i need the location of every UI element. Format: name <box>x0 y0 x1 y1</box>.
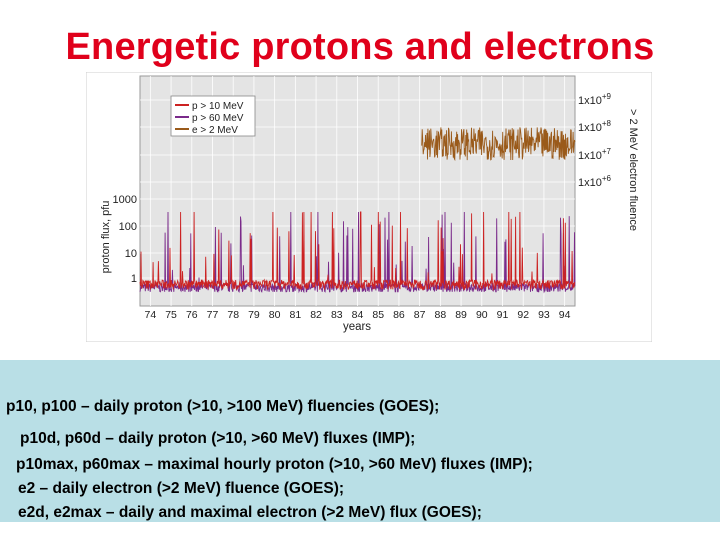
x-tick-label: 82 <box>310 309 322 321</box>
x-tick-label: 80 <box>269 309 281 321</box>
x-tick-label: 92 <box>517 309 529 321</box>
x-tick-label: 88 <box>435 309 447 321</box>
y2-tick-label: 1x10+8 <box>578 119 612 134</box>
series-line-p10 <box>139 211 576 292</box>
y-tick-label: 100 <box>119 221 137 233</box>
x-tick-label: 83 <box>331 309 343 321</box>
slide-title: Energetic protons and electrons <box>65 26 655 68</box>
x-tick-label: 89 <box>455 309 467 321</box>
y-tick-label: 1 <box>131 273 137 285</box>
x-tick-label: 90 <box>476 309 488 321</box>
y-tick-label: 1000 <box>113 194 137 206</box>
y2-axis-label: > 2 MeV electron fluence <box>627 109 639 231</box>
x-tick-label: 79 <box>248 309 260 321</box>
note-line: p10d, p60d – daily proton (>10, >60 MeV)… <box>20 430 416 447</box>
legend: p > 10 MeV p > 60 MeV e > 2 MeV <box>170 95 256 137</box>
x-tick-label: 93 <box>538 309 550 321</box>
x-tick-label: 78 <box>227 309 239 321</box>
x-tick-label: 75 <box>165 309 177 321</box>
series-line-e2 <box>421 127 576 162</box>
x-tick-label: 85 <box>372 309 384 321</box>
chart-svg: p > 10 MeV p > 60 MeV e > 2 MeV 74 75 76 77… <box>86 72 652 342</box>
note-line: e2d, e2max – daily and maximal electron … <box>18 504 482 521</box>
legend-label-p10: p > 10 MeV <box>192 101 244 112</box>
x-tick-label: 81 <box>290 309 302 321</box>
y2-tick-label: 1x10+9 <box>578 92 612 107</box>
notes-panel: p10, p100 – daily proton (>10, >100 MeV)… <box>0 360 720 522</box>
y-tick-label: 10 <box>125 248 137 260</box>
x-tick-label: 94 <box>559 309 571 321</box>
legend-label-p60: p > 60 MeV <box>192 113 244 124</box>
y2-tick-label: 1x10+6 <box>578 174 612 189</box>
series-layer <box>139 127 576 294</box>
note-line: e2 – daily electron (>2 MeV) fluence (GO… <box>18 480 345 497</box>
note-line: p10, p100 – daily proton (>10, >100 MeV)… <box>6 398 440 415</box>
x-tick-label: 84 <box>352 309 364 321</box>
x-axis-label: years <box>343 321 371 333</box>
x-tick-label: 91 <box>497 309 509 321</box>
x-tick-label: 76 <box>186 309 198 321</box>
x-tick-label: 86 <box>393 309 405 321</box>
x-tick-label: 74 <box>145 309 157 321</box>
y2-tick-labels: 1x10+6 1x10+7 1x10+8 1x10+9 <box>578 92 612 189</box>
flux-chart: p > 10 MeV p > 60 MeV e > 2 MeV 74 75 76 77… <box>86 72 652 342</box>
y-tick-labels: 1 10 100 1000 <box>113 194 137 285</box>
y2-tick-label: 1x10+7 <box>578 147 612 162</box>
y-axis-label: proton flux, pfu <box>100 201 112 274</box>
x-tick-label: 87 <box>414 309 426 321</box>
note-line: p10max, p60max – maximal hourly proton (… <box>16 456 533 473</box>
x-tick-labels: 74 75 76 77 78 79 80 81 82 83 84 85 86 87 88 89 90 91 92 93… <box>145 309 571 321</box>
legend-label-e2: e > 2 MeV <box>192 125 238 136</box>
x-tick-label: 77 <box>207 309 219 321</box>
